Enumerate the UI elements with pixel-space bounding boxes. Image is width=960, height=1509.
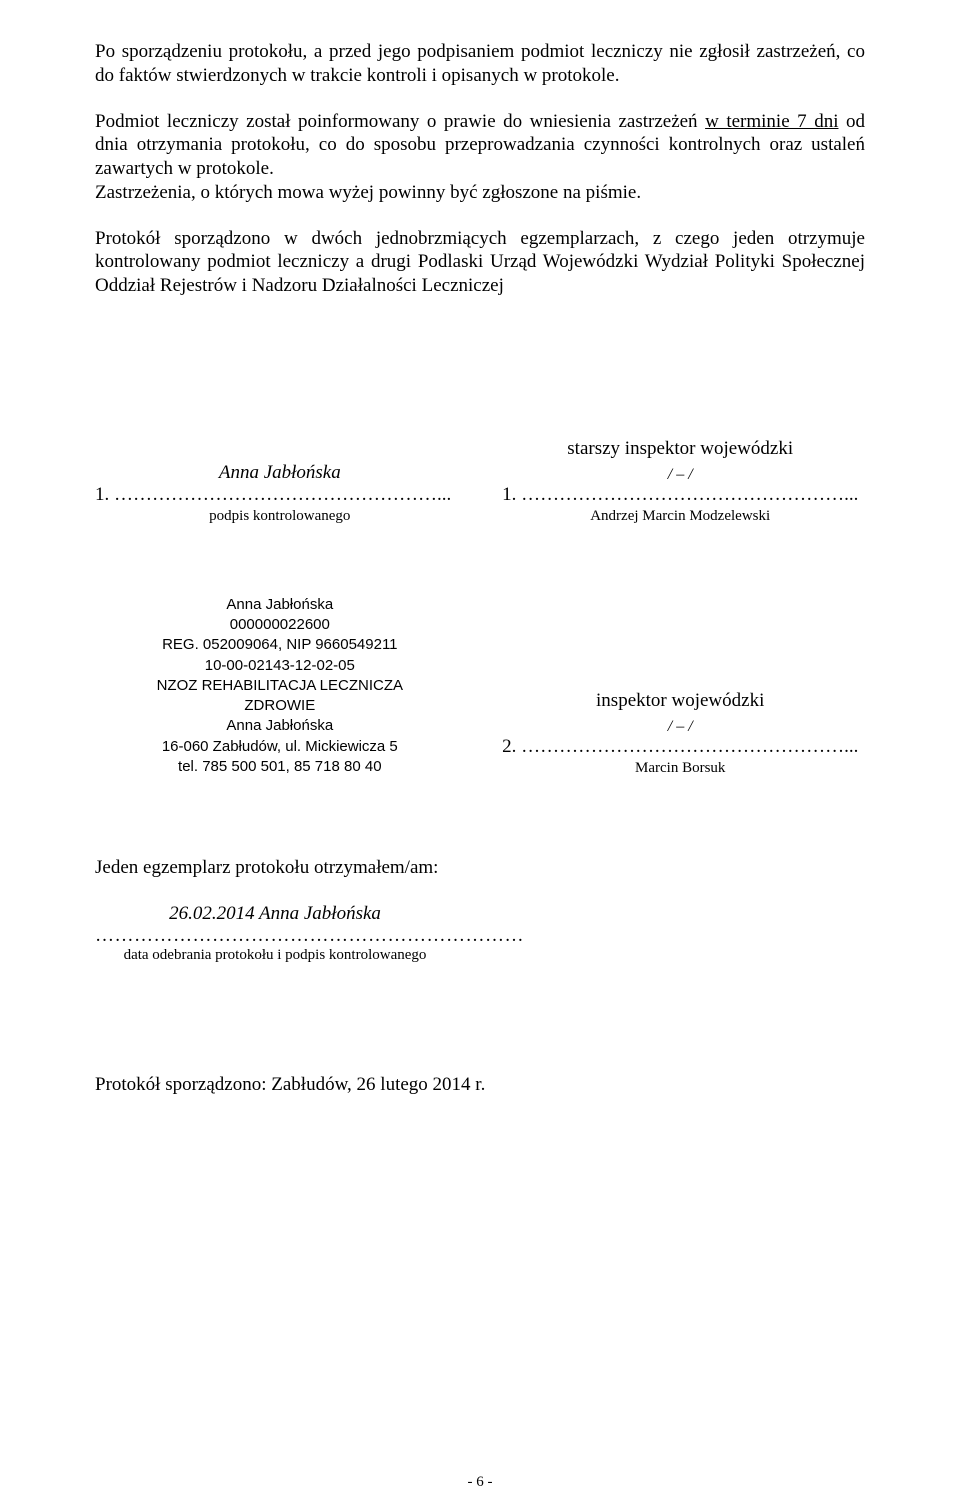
signature-row-1: Anna Jabłońska 1. ……………………………………………... p… bbox=[95, 438, 865, 525]
signer-dots-left: ……………………………………………... bbox=[114, 484, 451, 505]
stamp-line-8: 16-060 Zabłudów, ul. Mickiewicza 5 bbox=[95, 737, 465, 757]
signer-caption-left: podpis kontrolowanego bbox=[95, 508, 465, 525]
stamp-line-5: NZOZ REHABILITACJA LECZNICZA bbox=[95, 676, 465, 696]
inspector-role-2: inspektor wojewódzki bbox=[495, 690, 865, 712]
signer-dots-right-1: ……………………………………………... bbox=[521, 484, 858, 505]
paragraph-1: Po sporządzeniu protokołu, a przed jego … bbox=[95, 40, 865, 88]
paragraph-2: Podmiot leczniczy został poinformowany o… bbox=[95, 110, 865, 205]
final-line: Protokół sporządzono: Zabłudów, 26 luteg… bbox=[95, 1074, 865, 1096]
stamp-line-2: 000000022600 bbox=[95, 615, 465, 635]
stamp-block: Anna Jabłońska 000000022600 REG. 0520090… bbox=[95, 595, 465, 777]
paragraph-2-line2: Zastrzeżenia, o których mowa wyżej powin… bbox=[95, 182, 641, 203]
stamp-line-1: Anna Jabłońska bbox=[95, 595, 465, 615]
receipt-heading: Jeden egzemplarz protokołu otrzymałem/am… bbox=[95, 857, 865, 879]
signer-name-left: Anna Jabłońska bbox=[95, 462, 465, 484]
signer-dots-right-2: ……………………………………………... bbox=[521, 736, 858, 757]
stamp-line-6: ZDROWIE bbox=[95, 696, 465, 716]
signature-area: Anna Jabłońska 1. ……………………………………………... p… bbox=[95, 438, 865, 777]
inspector-name-1: Andrzej Marcin Modzelewski bbox=[495, 508, 865, 525]
signature-row-2: Anna Jabłońska 000000022600 REG. 0520090… bbox=[95, 595, 865, 777]
receipt-caption: data odebrania protokołu i podpis kontro… bbox=[95, 947, 455, 964]
stamp-line-9: tel. 785 500 501, 85 718 80 40 bbox=[95, 757, 465, 777]
signer-num-right-2: 2. bbox=[502, 736, 521, 757]
slash-signature-1: / – / bbox=[495, 466, 865, 484]
signature-left-1: Anna Jabłońska 1. ……………………………………………... p… bbox=[95, 462, 465, 525]
stamp-line-7: Anna Jabłońska bbox=[95, 716, 465, 736]
stamp-text: Anna Jabłońska 000000022600 REG. 0520090… bbox=[95, 595, 465, 777]
receipt-date-name: 26.02.2014 Anna Jabłońska bbox=[95, 903, 455, 925]
signature-right-2: inspektor wojewódzki / – / 2. …………………………… bbox=[495, 690, 865, 777]
paragraph-3: Protokół sporządzono w dwóch jednobrzmią… bbox=[95, 227, 865, 298]
slash-signature-2: / – / bbox=[495, 718, 865, 736]
signature-right-1: starszy inspektor wojewódzki / – / 1. ……… bbox=[495, 438, 865, 525]
receipt-dots: ………………………………………………………… bbox=[95, 925, 455, 947]
receipt-block: 26.02.2014 Anna Jabłońska ……………………………………… bbox=[95, 903, 455, 964]
stamp-line-3: REG. 052009064, NIP 9660549211 bbox=[95, 635, 465, 655]
document-page: Po sporządzeniu protokołu, a przed jego … bbox=[0, 0, 960, 1509]
paragraph-2-underlined: w terminie 7 dni bbox=[705, 111, 838, 132]
signer-num-right-1: 1. bbox=[502, 484, 521, 505]
signer-num-left: 1. bbox=[95, 484, 114, 505]
inspector-name-2: Marcin Borsuk bbox=[495, 760, 865, 777]
stamp-line-4: 10-00-02143-12-02-05 bbox=[95, 656, 465, 676]
paragraph-2-before: Podmiot leczniczy został poinformowany o… bbox=[95, 111, 705, 132]
inspector-role-1: starszy inspektor wojewódzki bbox=[495, 438, 865, 460]
page-number: - 6 - bbox=[0, 1474, 960, 1491]
